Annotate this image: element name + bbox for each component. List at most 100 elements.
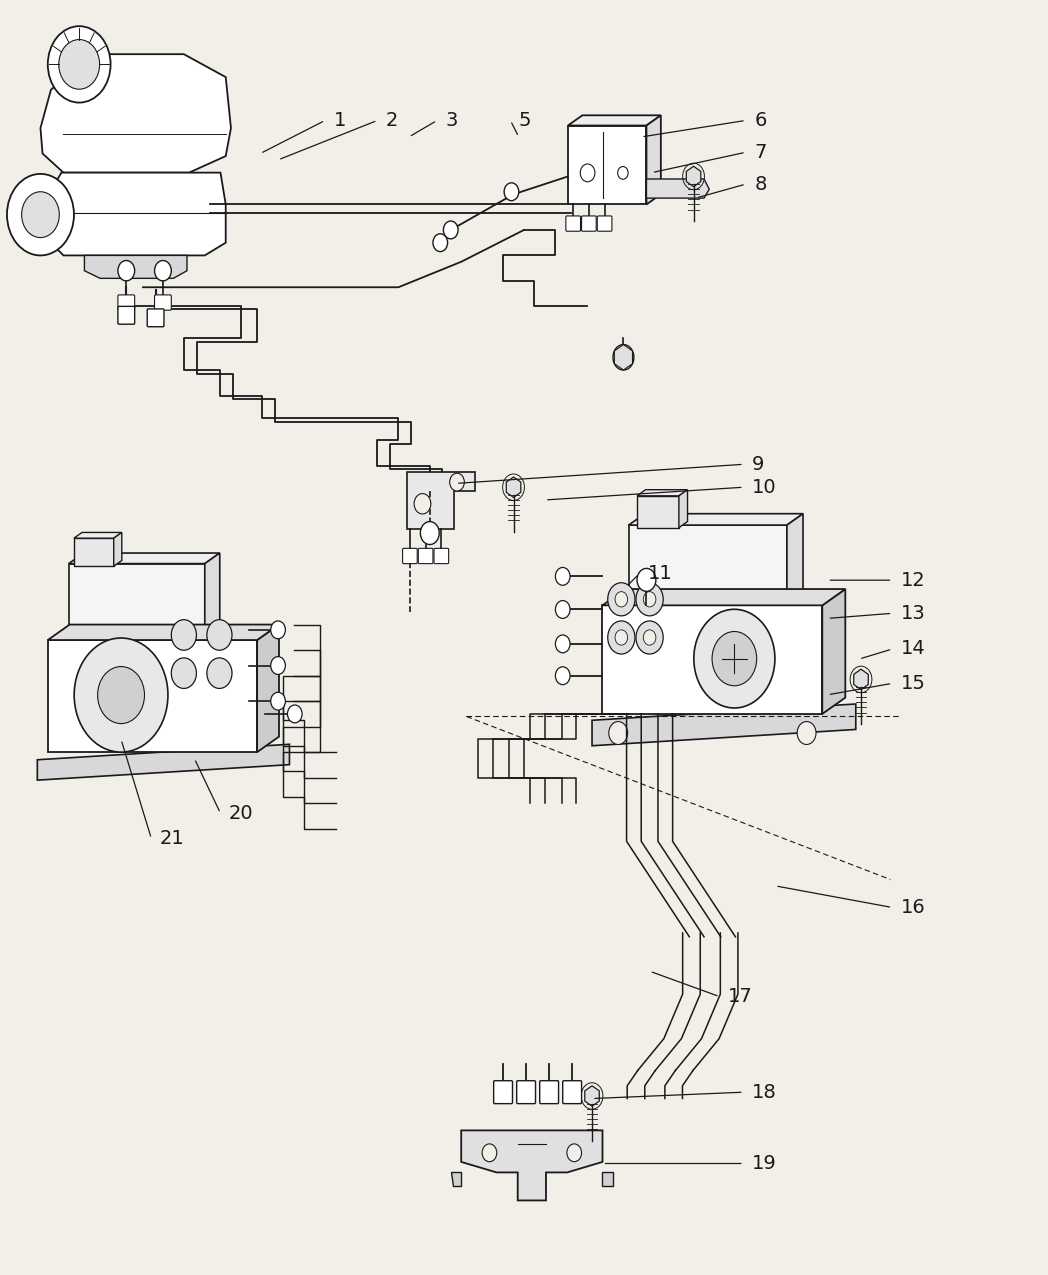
Circle shape [206,658,232,688]
Circle shape [171,620,196,650]
Circle shape [270,621,285,639]
Polygon shape [585,1086,599,1107]
Polygon shape [603,589,846,606]
Text: 9: 9 [752,455,765,474]
FancyBboxPatch shape [154,295,171,310]
Circle shape [581,164,595,182]
Circle shape [555,667,570,685]
Polygon shape [69,564,204,646]
Polygon shape [679,490,687,528]
Text: 7: 7 [755,143,767,162]
Circle shape [433,233,447,251]
Circle shape [414,493,431,514]
Circle shape [615,592,628,607]
Polygon shape [592,704,856,746]
Circle shape [48,27,111,102]
Polygon shape [407,472,475,529]
Circle shape [555,601,570,618]
Polygon shape [85,255,187,278]
Text: 12: 12 [901,571,925,590]
FancyBboxPatch shape [147,309,163,326]
Circle shape [504,182,519,200]
FancyBboxPatch shape [118,295,134,310]
Circle shape [270,692,285,710]
Circle shape [615,630,628,645]
Polygon shape [461,1131,603,1201]
Circle shape [798,722,816,745]
Circle shape [287,705,302,723]
Circle shape [97,667,145,724]
FancyBboxPatch shape [434,548,449,564]
Text: 6: 6 [755,111,767,130]
Circle shape [643,630,656,645]
Circle shape [420,521,439,544]
FancyBboxPatch shape [582,215,596,231]
Text: 13: 13 [901,604,925,622]
FancyBboxPatch shape [566,215,581,231]
Polygon shape [854,669,868,690]
Polygon shape [647,115,661,204]
Circle shape [482,1144,497,1162]
Circle shape [118,260,134,280]
Circle shape [608,583,635,616]
Polygon shape [686,166,701,186]
Circle shape [636,583,663,616]
Circle shape [643,592,656,607]
Polygon shape [48,625,279,640]
Circle shape [608,621,635,654]
Text: 14: 14 [901,640,925,658]
Polygon shape [114,533,122,566]
Circle shape [617,167,628,180]
Polygon shape [257,625,279,752]
Circle shape [171,658,196,688]
Polygon shape [629,514,803,525]
Circle shape [555,567,570,585]
Text: 20: 20 [228,803,254,822]
Circle shape [443,221,458,238]
Polygon shape [451,1173,461,1187]
Text: 17: 17 [728,987,752,1006]
Circle shape [7,173,74,255]
Circle shape [555,635,570,653]
Circle shape [613,344,634,370]
Polygon shape [629,525,787,612]
Text: 18: 18 [752,1082,777,1102]
Polygon shape [568,115,661,125]
FancyBboxPatch shape [563,1081,582,1104]
Polygon shape [38,745,289,780]
Circle shape [609,722,628,745]
FancyBboxPatch shape [402,548,417,564]
Polygon shape [204,553,220,646]
Polygon shape [637,496,679,528]
Circle shape [59,40,100,89]
FancyBboxPatch shape [418,548,433,564]
Text: 21: 21 [159,829,184,848]
Text: 1: 1 [333,111,346,130]
Text: 19: 19 [752,1154,777,1173]
Polygon shape [506,477,521,497]
Circle shape [450,473,464,491]
Polygon shape [823,589,846,714]
Circle shape [22,191,60,237]
Circle shape [637,569,656,592]
FancyBboxPatch shape [540,1081,559,1104]
Text: 10: 10 [752,478,777,497]
Text: 5: 5 [519,111,531,130]
Circle shape [694,609,774,708]
FancyBboxPatch shape [517,1081,536,1104]
Circle shape [74,638,168,752]
Text: 2: 2 [386,111,398,130]
Circle shape [206,620,232,650]
Polygon shape [41,54,231,172]
Text: 8: 8 [755,175,767,194]
Polygon shape [43,172,225,255]
Circle shape [270,657,285,674]
Polygon shape [787,514,803,612]
Polygon shape [614,344,633,370]
FancyBboxPatch shape [494,1081,512,1104]
Circle shape [567,1144,582,1162]
Polygon shape [647,179,709,198]
Circle shape [636,621,663,654]
Text: 16: 16 [901,898,925,917]
Circle shape [154,260,171,280]
